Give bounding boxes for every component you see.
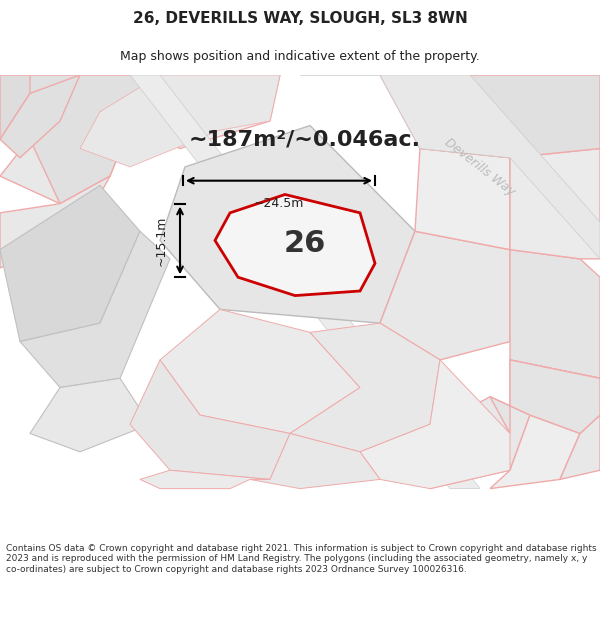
Polygon shape bbox=[415, 149, 510, 249]
Polygon shape bbox=[290, 323, 440, 452]
Polygon shape bbox=[360, 360, 510, 489]
Polygon shape bbox=[215, 194, 375, 296]
Polygon shape bbox=[0, 75, 80, 158]
Polygon shape bbox=[490, 415, 580, 489]
Polygon shape bbox=[30, 378, 150, 452]
Polygon shape bbox=[20, 231, 170, 388]
Polygon shape bbox=[0, 176, 110, 268]
Polygon shape bbox=[510, 149, 600, 259]
Text: 26, DEVERILLS WAY, SLOUGH, SL3 8WN: 26, DEVERILLS WAY, SLOUGH, SL3 8WN bbox=[133, 11, 467, 26]
Polygon shape bbox=[380, 231, 510, 360]
Polygon shape bbox=[130, 75, 480, 489]
Polygon shape bbox=[140, 470, 270, 489]
Text: Contains OS data © Crown copyright and database right 2021. This information is : Contains OS data © Crown copyright and d… bbox=[6, 544, 596, 574]
Polygon shape bbox=[490, 360, 600, 434]
Polygon shape bbox=[510, 249, 600, 378]
Text: ~24.5m: ~24.5m bbox=[254, 198, 304, 210]
Polygon shape bbox=[300, 75, 600, 259]
Text: ~187m²/~0.046ac.: ~187m²/~0.046ac. bbox=[189, 129, 421, 149]
Polygon shape bbox=[0, 185, 140, 341]
Polygon shape bbox=[160, 126, 415, 323]
Text: ~15.1m: ~15.1m bbox=[155, 215, 168, 266]
Polygon shape bbox=[0, 75, 150, 204]
Polygon shape bbox=[430, 397, 530, 489]
Text: Deverills Way: Deverills Way bbox=[442, 136, 518, 198]
Text: Map shows position and indicative extent of the property.: Map shows position and indicative extent… bbox=[120, 50, 480, 62]
Polygon shape bbox=[130, 360, 290, 479]
Polygon shape bbox=[100, 75, 280, 149]
Polygon shape bbox=[510, 360, 600, 442]
Polygon shape bbox=[160, 309, 360, 434]
Polygon shape bbox=[0, 75, 30, 139]
Polygon shape bbox=[80, 75, 280, 167]
Polygon shape bbox=[380, 75, 600, 158]
Polygon shape bbox=[250, 434, 380, 489]
Polygon shape bbox=[0, 75, 150, 204]
Polygon shape bbox=[560, 415, 600, 479]
Text: 26: 26 bbox=[284, 229, 326, 258]
